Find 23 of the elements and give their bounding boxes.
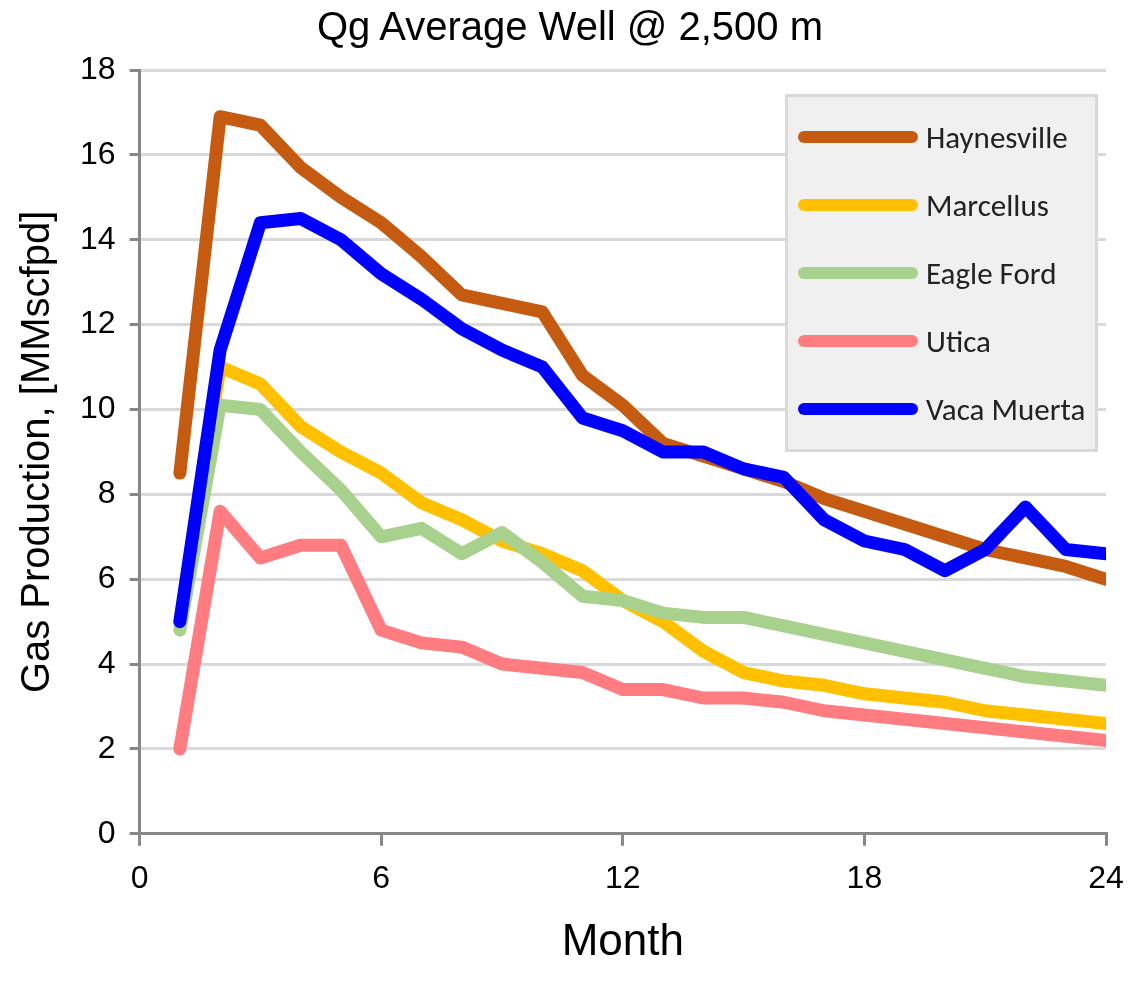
y-axis-title: Gas Production, [MMscfpd] (13, 210, 58, 694)
y-tick-label: 16 (80, 134, 116, 171)
legend-label: Vaca Muerta (926, 390, 1086, 428)
y-tick-label: 8 (97, 474, 116, 511)
y-tick-label: 14 (80, 219, 116, 256)
chart-title: Qg Average Well @ 2,500 m (315, 4, 825, 49)
x-tick-label: 0 (130, 858, 149, 895)
x-tick-label: 6 (372, 858, 391, 895)
y-tick-label: 0 (97, 813, 116, 850)
y-tick-label: 2 (97, 728, 116, 765)
y-tick-label: 12 (80, 304, 116, 341)
y-tick-label: 6 (97, 559, 116, 596)
y-tick-label: 10 (80, 389, 116, 426)
x-tick-label: 18 (846, 858, 883, 895)
y-tick-label: 18 (80, 49, 116, 86)
x-tick-label: 24 (1088, 858, 1124, 895)
x-tick-label: 12 (605, 858, 641, 895)
legend-label: Haynesville (926, 118, 1068, 156)
x-axis-title: Month (561, 914, 684, 964)
legend-label: Marcellus (926, 186, 1049, 224)
y-tick-label: 4 (97, 643, 116, 680)
legend-label: Eagle Ford (926, 254, 1057, 292)
legend-label: Utica (926, 322, 991, 360)
